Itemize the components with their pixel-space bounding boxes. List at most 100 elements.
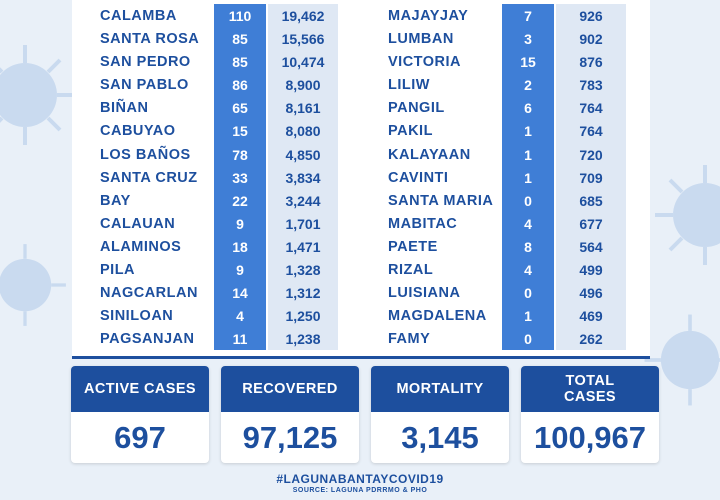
municipality-name: LOS BAÑOS <box>100 146 191 163</box>
active-cases-card: ACTIVE CASES 697 <box>71 366 209 463</box>
mortality-value: 3,145 <box>401 420 479 455</box>
total-count: 902 <box>556 27 626 51</box>
total-count: 876 <box>556 50 626 74</box>
active-count: 110 <box>214 4 266 28</box>
municipality-name: BIÑAN <box>100 100 149 117</box>
total-cases-value: 100,967 <box>533 420 647 455</box>
municipality-name: SANTA CRUZ <box>100 169 198 186</box>
municipality-name: CAVINTI <box>388 169 449 186</box>
municipality-name: MABITAC <box>388 215 458 232</box>
total-count: 8,080 <box>268 119 338 143</box>
total-count: 764 <box>556 119 626 143</box>
active-cases-label: ACTIVE CASES <box>71 366 209 412</box>
municipality-name: MAGDALENA <box>388 308 487 325</box>
total-count: 783 <box>556 73 626 97</box>
total-count: 1,238 <box>268 327 338 351</box>
municipality-name: LUMBAN <box>388 31 454 48</box>
total-cases-label: TOTAL CASES <box>521 366 659 412</box>
recovered-card: RECOVERED 97,125 <box>221 366 359 463</box>
active-count: 85 <box>214 50 266 74</box>
municipality-name: CABUYAO <box>100 123 176 140</box>
active-count: 1 <box>502 119 554 143</box>
total-count: 1,312 <box>268 281 338 305</box>
total-count: 10,474 <box>268 50 338 74</box>
municipality-name: RIZAL <box>388 262 434 279</box>
virus-icon <box>0 244 66 326</box>
active-count: 22 <box>214 188 266 212</box>
active-count: 6 <box>502 96 554 120</box>
total-count: 3,244 <box>268 188 338 212</box>
active-count: 15 <box>502 50 554 74</box>
active-count: 7 <box>502 4 554 28</box>
active-count: 15 <box>214 119 266 143</box>
municipality-name: SINILOAN <box>100 308 174 325</box>
active-count: 1 <box>502 304 554 328</box>
recovered-value: 97,125 <box>242 420 338 455</box>
total-count: 564 <box>556 234 626 259</box>
total-count: 764 <box>556 96 626 120</box>
mortality-card: MORTALITY 3,145 <box>371 366 509 463</box>
total-count: 1,471 <box>268 234 338 259</box>
municipality-name: VICTORIA <box>388 54 462 71</box>
hashtag: #LAGUNABANTAYCOVID19 <box>276 472 444 486</box>
municipality-name: LILIW <box>388 77 430 94</box>
active-count: 86 <box>214 73 266 97</box>
virus-icon <box>655 165 720 265</box>
total-count: 496 <box>556 281 626 305</box>
active-count: 1 <box>502 165 554 189</box>
active-count: 4 <box>214 304 266 328</box>
municipality-name: PANGIL <box>388 100 445 117</box>
municipality-name: FAMY <box>388 331 431 348</box>
total-count: 720 <box>556 142 626 166</box>
total-count: 709 <box>556 165 626 189</box>
total-count: 8,161 <box>268 96 338 120</box>
total-count: 1,250 <box>268 304 338 328</box>
municipality-name: BAY <box>100 192 131 209</box>
municipality-name: CALAUAN <box>100 215 176 232</box>
municipality-name: CALAMBA <box>100 8 177 24</box>
total-count: 3,834 <box>268 165 338 189</box>
municipality-name: NAGCARLAN <box>100 285 198 302</box>
active-count: 9 <box>214 211 266 235</box>
municipality-name: PILA <box>100 262 136 279</box>
active-cases-value: 697 <box>114 420 166 455</box>
municipality-name: SANTA MARIA <box>388 192 494 209</box>
total-count: 926 <box>556 4 626 28</box>
municipality-name: KALAYAAN <box>388 146 471 163</box>
municipality-name: LUISIANA <box>388 285 461 302</box>
active-count: 78 <box>214 142 266 166</box>
active-count: 4 <box>502 258 554 282</box>
total-count: 499 <box>556 258 626 282</box>
active-count: 0 <box>502 188 554 212</box>
municipality-name: SAN PABLO <box>100 77 189 94</box>
municipality-name: SANTA ROSA <box>100 31 200 48</box>
municipality-name: SAN PEDRO <box>100 54 191 71</box>
municipality-name: PAETE <box>388 238 438 255</box>
mortality-label: MORTALITY <box>371 366 509 412</box>
active-count: 33 <box>214 165 266 189</box>
recovered-label: RECOVERED <box>221 366 359 412</box>
total-count: 685 <box>556 188 626 212</box>
virus-icon <box>0 45 75 145</box>
municipality-name: PAGSANJAN <box>100 331 195 348</box>
total-count: 15,566 <box>268 27 338 51</box>
active-count: 9 <box>214 258 266 282</box>
active-count: 11 <box>214 327 266 351</box>
total-count: 4,850 <box>268 142 338 166</box>
total-count: 1,328 <box>268 258 338 282</box>
total-count: 469 <box>556 304 626 328</box>
active-count: 14 <box>214 281 266 305</box>
total-count: 19,462 <box>268 4 338 28</box>
total-count: 677 <box>556 211 626 235</box>
municipality-name: MAJAYJAY <box>388 8 469 24</box>
municipality-name: ALAMINOS <box>100 238 182 255</box>
active-count: 85 <box>214 27 266 51</box>
active-count: 8 <box>502 234 554 259</box>
active-count: 65 <box>214 96 266 120</box>
active-count: 0 <box>502 327 554 351</box>
total-count: 8,900 <box>268 73 338 97</box>
total-count: 262 <box>556 327 626 351</box>
total-count: 1,701 <box>268 211 338 235</box>
municipality-name: PAKIL <box>388 123 433 140</box>
active-count: 0 <box>502 281 554 305</box>
